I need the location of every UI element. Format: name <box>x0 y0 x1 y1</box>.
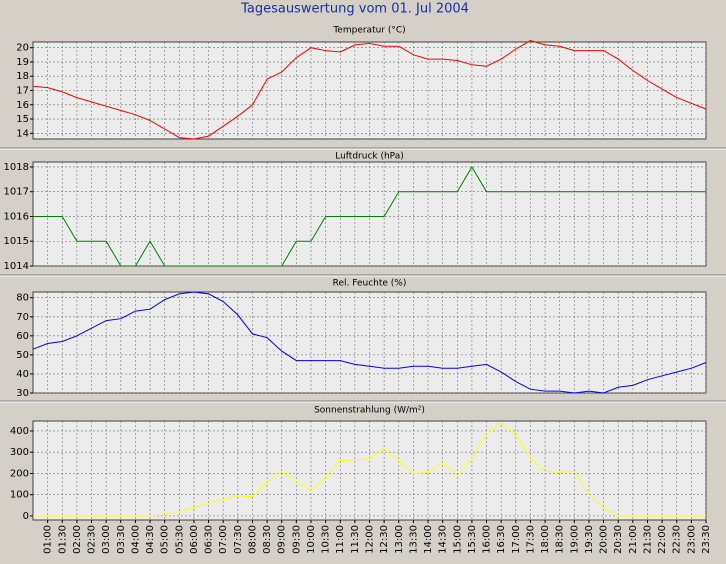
x-tick-label: 07:00 <box>218 525 229 554</box>
x-tick-label: 06:00 <box>189 525 200 554</box>
x-tick-label: 16:30 <box>496 525 507 554</box>
x-tick-label: 14:30 <box>438 525 449 554</box>
x-tick-label: 12:00 <box>365 525 376 554</box>
x-tick-label: 08:00 <box>247 525 258 554</box>
x-tick-label: 04:00 <box>130 525 141 554</box>
chart-title: Temperatur (°C) <box>332 26 405 36</box>
y-tick-label: 14 <box>16 128 29 139</box>
y-tick-label: 16 <box>16 100 29 111</box>
x-tick-label: 16:00 <box>482 525 493 554</box>
x-tick-label: 11:00 <box>335 525 346 554</box>
y-tick-label: 19 <box>16 57 29 68</box>
chart-title: Sonnenstrahlung (W/m²) <box>314 406 425 416</box>
x-tick-label: 21:00 <box>628 525 639 554</box>
x-tick-label: 10:30 <box>321 525 332 554</box>
x-tick-label: 14:00 <box>423 525 434 554</box>
page-title: Tagesauswertung vom 01. Jul 2004 <box>240 2 469 17</box>
y-tick-label: 1018 <box>4 162 29 173</box>
x-tick-label: 01:30 <box>57 525 68 554</box>
x-tick-label: 13:30 <box>408 525 419 554</box>
chart-title: Luftdruck (hPa) <box>335 152 404 162</box>
x-tick-label: 03:30 <box>116 525 127 554</box>
x-tick-label: 08:30 <box>262 525 273 554</box>
x-tick-label: 05:00 <box>160 525 171 554</box>
x-tick-label: 01:00 <box>43 525 54 554</box>
chart-title: Rel. Feuchte (%) <box>333 279 407 289</box>
line <box>32 40 707 140</box>
x-tick-label: 17:30 <box>525 525 536 554</box>
x-tick-label: 07:30 <box>233 525 244 554</box>
x-tick-label: 03:00 <box>101 525 112 554</box>
x-tick-label: 20:00 <box>599 525 610 554</box>
x-tick-label: 11:30 <box>350 525 361 554</box>
y-tick-label: 100 <box>10 490 29 501</box>
x-tick-label: 15:30 <box>467 525 478 554</box>
x-tick-label: 18:00 <box>540 525 551 554</box>
x-tick-label: 22:30 <box>672 525 683 554</box>
x-tick-label: 18:30 <box>555 525 566 554</box>
y-tick-label: 70 <box>16 312 29 323</box>
x-tick-label: 13:00 <box>394 525 405 554</box>
y-tick-label: 17 <box>16 86 29 97</box>
x-tick-label: 05:30 <box>174 525 185 554</box>
x-tick-label: 19:30 <box>584 525 595 554</box>
x-tick-label: 19:00 <box>569 525 580 554</box>
y-tick-label: 300 <box>10 447 29 458</box>
x-tick-label: 04:30 <box>145 525 156 554</box>
y-tick-label: 30 <box>16 388 29 399</box>
y-tick-label: 0 <box>23 511 29 522</box>
y-tick-label: 80 <box>16 293 29 304</box>
x-tick-label: 12:30 <box>379 525 390 554</box>
x-tick-label: 23:00 <box>686 525 697 554</box>
y-tick-label: 60 <box>16 331 29 342</box>
y-tick-label: 1017 <box>4 187 29 198</box>
x-tick-label: 02:00 <box>72 525 83 554</box>
y-tick-label: 18 <box>16 71 29 82</box>
y-tick-label: 40 <box>16 369 29 380</box>
y-tick-label: 1014 <box>4 261 29 272</box>
x-tick-label: 22:00 <box>657 525 668 554</box>
x-tick-label: 02:30 <box>87 525 98 554</box>
line <box>32 291 707 394</box>
y-tick-label: 400 <box>10 426 29 437</box>
x-tick-label: 21:30 <box>642 525 653 554</box>
x-tick-label: 09:30 <box>291 525 302 554</box>
y-tick-label: 20 <box>16 43 29 54</box>
y-tick-label: 15 <box>16 114 29 125</box>
x-tick-label: 09:00 <box>277 525 288 554</box>
x-tick-label: 15:00 <box>452 525 463 554</box>
y-tick-label: 1016 <box>4 211 29 222</box>
line <box>33 421 706 517</box>
line <box>33 166 706 267</box>
y-tick-label: 1015 <box>4 236 29 247</box>
y-tick-label: 50 <box>16 350 29 361</box>
x-tick-label: 23:30 <box>701 525 712 554</box>
x-tick-label: 20:30 <box>613 525 624 554</box>
x-tick-label: 10:00 <box>306 525 317 554</box>
x-tick-label: 06:30 <box>204 525 215 554</box>
y-tick-label: 200 <box>10 468 29 479</box>
x-tick-label: 17:00 <box>511 525 522 554</box>
